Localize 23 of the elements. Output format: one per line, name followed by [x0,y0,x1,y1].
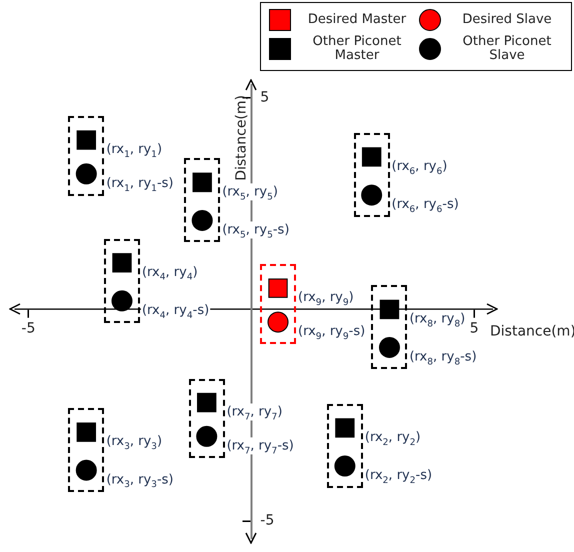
point [111,290,132,312]
legend-label: Other Piconet Slave [462,34,552,64]
point [361,184,382,206]
point [192,172,212,192]
point [362,147,382,167]
legend-label: Desired Master [306,12,408,28]
point [76,460,97,481]
point [76,422,96,442]
point [334,456,356,477]
point [76,130,96,150]
point [380,300,400,320]
point [196,426,218,447]
point [378,336,400,358]
point [335,418,355,438]
point [268,278,288,298]
legend-label: Other Piconet Master [312,34,402,64]
point [268,312,289,333]
point [197,392,216,412]
legend-label: Desired Slave [461,12,553,28]
point [192,210,213,231]
point [112,253,132,273]
y-axis-title: Distance(m) [233,95,250,181]
point [76,163,97,184]
